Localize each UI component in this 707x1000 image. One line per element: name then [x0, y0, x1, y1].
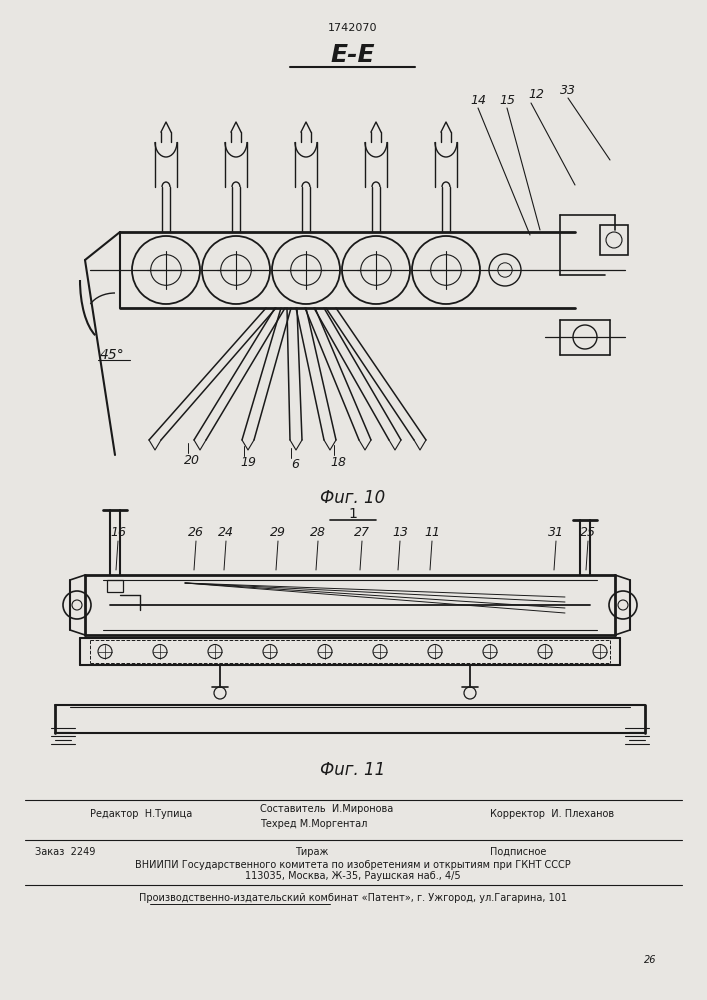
- Text: 27: 27: [354, 526, 370, 540]
- Text: Е-Е: Е-Е: [331, 43, 375, 67]
- Text: 20: 20: [184, 454, 200, 466]
- Text: Тираж: Тираж: [295, 847, 328, 857]
- Text: 16: 16: [110, 526, 126, 540]
- Text: 14: 14: [470, 94, 486, 106]
- Text: 26: 26: [644, 955, 656, 965]
- Text: Производственно-издательский комбинат «Патент», г. Ужгород, ул.Гагарина, 101: Производственно-издательский комбинат «П…: [139, 893, 567, 903]
- Text: 19: 19: [240, 456, 256, 470]
- Text: Подписное: Подписное: [490, 847, 547, 857]
- Text: 33: 33: [560, 84, 576, 97]
- Text: 1: 1: [349, 507, 358, 521]
- Text: 31: 31: [548, 526, 564, 540]
- Text: 29: 29: [270, 526, 286, 540]
- Text: Редактор  Н.Тупица: Редактор Н.Тупица: [90, 809, 192, 819]
- Text: 1742070: 1742070: [328, 23, 378, 33]
- Bar: [600, 225, 628, 255]
- Text: 25: 25: [580, 526, 596, 540]
- Text: Фuг. 10: Фuг. 10: [320, 489, 385, 507]
- Text: 26: 26: [188, 526, 204, 540]
- Text: ВНИИПИ Государственного комитета по изобретениям и открытиям при ГКНТ СССР: ВНИИПИ Государственного комитета по изоб…: [135, 860, 571, 870]
- Text: 18: 18: [330, 456, 346, 468]
- Text: 15: 15: [499, 94, 515, 106]
- Text: 13: 13: [392, 526, 408, 540]
- Text: Корректор  И. Плеханов: Корректор И. Плеханов: [490, 809, 614, 819]
- Text: 45°: 45°: [100, 348, 124, 362]
- Text: 12: 12: [528, 89, 544, 102]
- Text: Техред М.Моргентал: Техред М.Моргентал: [260, 819, 368, 829]
- Text: 11: 11: [424, 526, 440, 540]
- Text: Фuг. 11: Фuг. 11: [320, 761, 385, 779]
- Text: Заказ  2249: Заказ 2249: [35, 847, 95, 857]
- Text: 24: 24: [218, 526, 234, 540]
- Text: Составитель  И.Миронова: Составитель И.Миронова: [260, 804, 393, 814]
- Bar: [107, 580, 123, 592]
- Text: 6: 6: [291, 458, 299, 472]
- Text: 28: 28: [310, 526, 326, 540]
- Text: 113035, Москва, Ж-35, Раушская наб., 4/5: 113035, Москва, Ж-35, Раушская наб., 4/5: [245, 871, 461, 881]
